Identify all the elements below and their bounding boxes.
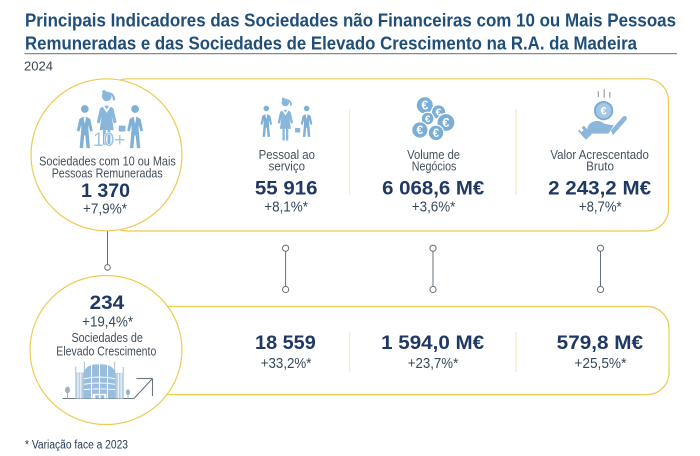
- svg-text:+7,9%*: +7,9%*: [83, 202, 127, 218]
- svg-text:55 916: 55 916: [255, 179, 318, 200]
- svg-text:+8,7%*: +8,7%*: [579, 200, 622, 216]
- svg-text:+3,6%*: +3,6%*: [412, 200, 456, 216]
- svg-text:2024: 2024: [24, 59, 53, 74]
- svg-text:Volume de: Volume de: [407, 148, 460, 162]
- svg-text:1 370: 1 370: [81, 181, 130, 202]
- svg-text:€: €: [601, 106, 607, 118]
- svg-text:Bruto: Bruto: [586, 160, 614, 174]
- svg-text:2 243,2 M€: 2 243,2 M€: [548, 179, 651, 200]
- svg-text:Valor Acrescentado: Valor Acrescentado: [550, 148, 649, 162]
- svg-text:18 559: 18 559: [255, 333, 316, 354]
- svg-text:€: €: [425, 114, 431, 125]
- svg-text:€: €: [433, 128, 440, 140]
- svg-text:€: €: [436, 107, 442, 119]
- svg-text:1 594,0 M€: 1 594,0 M€: [381, 333, 484, 354]
- svg-text:+8,1%*: +8,1%*: [264, 200, 308, 216]
- svg-text:Elevado Crescimento: Elevado Crescimento: [56, 345, 156, 359]
- svg-text:Negócios: Negócios: [412, 160, 457, 174]
- svg-text:Sociedades com 10 ou Mais: Sociedades com 10 ou Mais: [39, 154, 176, 168]
- svg-text:10+: 10+: [93, 130, 125, 151]
- svg-text:* Variação face a 2023: * Variação face a 2023: [25, 440, 128, 452]
- svg-text:€: €: [417, 123, 424, 137]
- svg-text:serviço: serviço: [269, 160, 305, 174]
- svg-text:Pessoal ao: Pessoal ao: [259, 148, 315, 162]
- svg-text:+33,2%*: +33,2%*: [261, 356, 312, 372]
- svg-text:+23,7%*: +23,7%*: [408, 356, 459, 372]
- svg-text:Principais Indicadores das Soc: Principais Indicadores das Sociedades nã…: [25, 9, 676, 30]
- svg-text:234: 234: [90, 293, 125, 314]
- svg-text:Pessoas Remuneradas: Pessoas Remuneradas: [52, 166, 163, 180]
- svg-text:Remuneradas e das Sociedades d: Remuneradas e das Sociedades de Elevado …: [25, 32, 638, 53]
- svg-text:6 068,6 M€: 6 068,6 M€: [382, 179, 485, 200]
- svg-text:€: €: [421, 99, 428, 113]
- svg-text:€: €: [442, 115, 449, 130]
- svg-text:Sociedades de: Sociedades de: [71, 331, 143, 345]
- svg-text:+25,5%*: +25,5%*: [574, 356, 626, 372]
- svg-text:579,8 M€: 579,8 M€: [557, 333, 644, 354]
- svg-text:+19,4%*: +19,4%*: [82, 315, 133, 331]
